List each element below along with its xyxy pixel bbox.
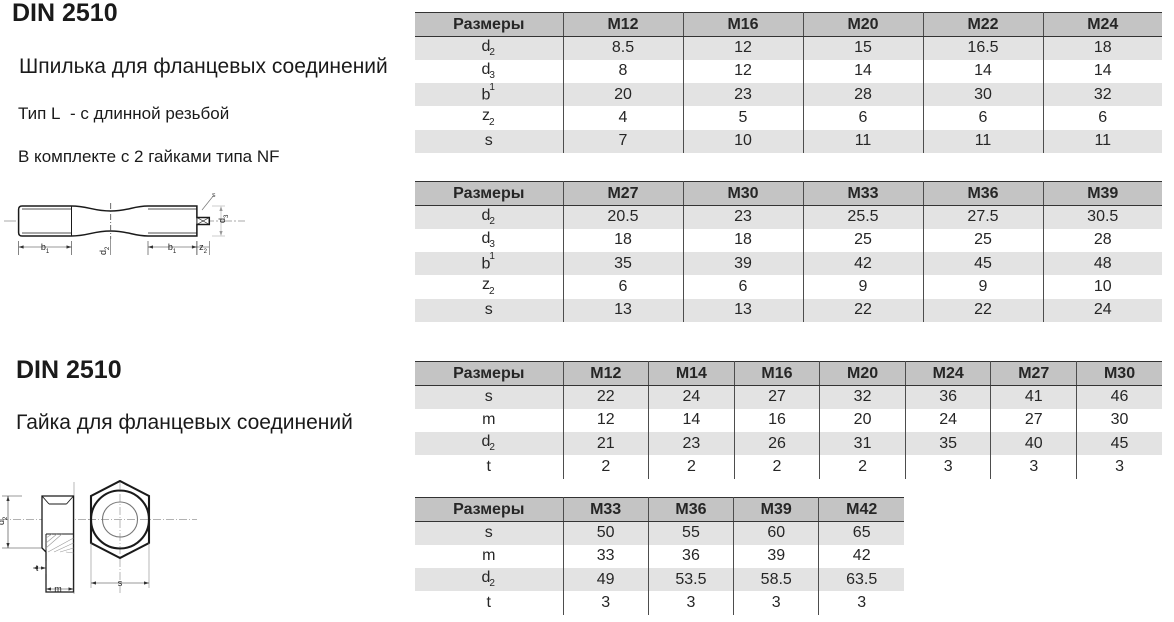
svg-text:d2: d2 — [98, 246, 111, 255]
svg-text:s: s — [118, 578, 123, 588]
svg-text:b1: b1 — [41, 242, 50, 255]
svg-text:s: s — [212, 193, 216, 199]
svg-text:d3: d3 — [217, 214, 230, 223]
svg-text:b1: b1 — [168, 242, 177, 255]
svg-text:z2: z2 — [199, 242, 208, 255]
svg-text:d2: d2 — [0, 516, 9, 525]
svg-text:m: m — [54, 584, 62, 594]
